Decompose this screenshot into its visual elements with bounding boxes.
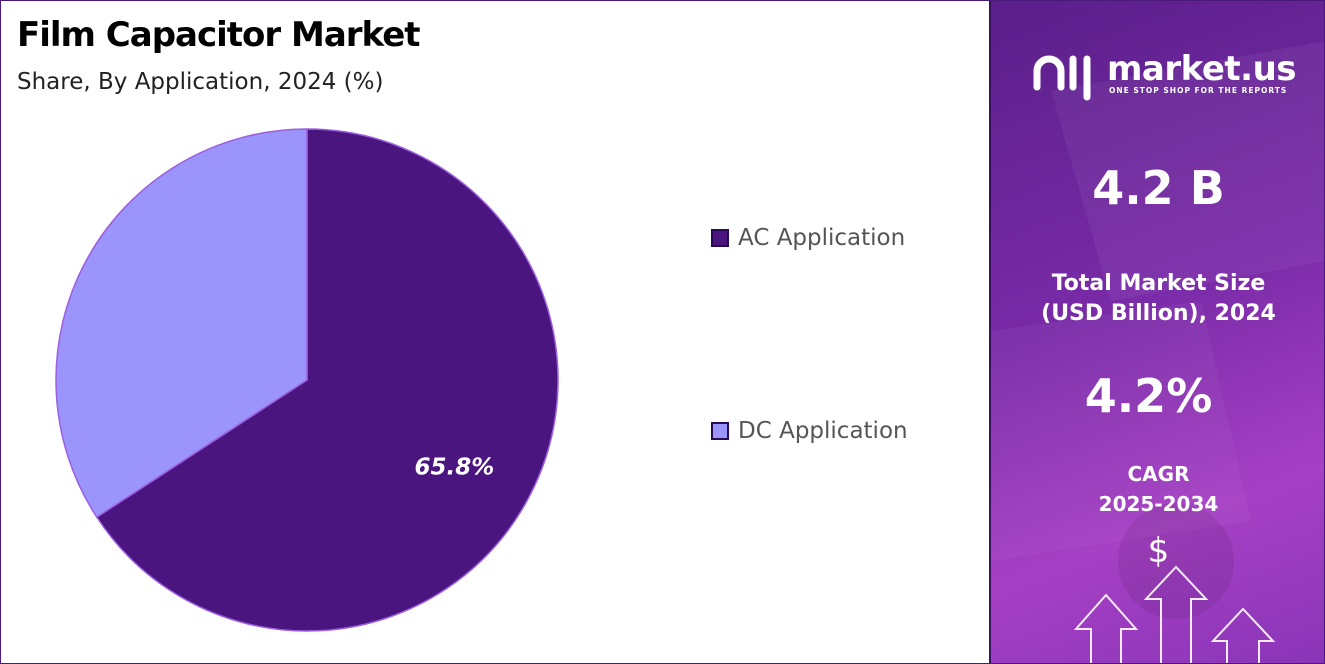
pie-chart: 65.8% (55, 128, 559, 632)
summary-sidebar: market.us ONE STOP SHOP FOR THE REPORTS … (989, 1, 1324, 663)
market-size-label-line1: Total Market Size (1051, 271, 1266, 296)
cagr-label-line1: CAGR (1127, 462, 1190, 486)
legend-item-dc-application: DC Application (711, 418, 908, 444)
legend-label-ac-application: AC Application (738, 225, 906, 251)
growth-arrows-icon (1073, 565, 1276, 663)
legend-label-dc-application: DC Application (738, 418, 908, 444)
market-us-logo-icon (1033, 55, 1091, 101)
pie-slice-dc-application (55, 128, 308, 519)
market-size-label-line2: (USD Billion), 2024 (1041, 301, 1276, 326)
dollar-icon: $ (1147, 531, 1170, 571)
brand-name: market.us (1107, 49, 1297, 89)
chart-panel: Film Capacitor Market Share, By Applicat… (1, 1, 989, 663)
pie-slice-ac-application (95, 128, 559, 632)
cagr-label-line2: 2025-2034 (1098, 492, 1219, 516)
cagr-value: 4.2% (1084, 369, 1213, 423)
market-size-value: 4.2 B (1092, 161, 1225, 215)
legend-swatch-ac-application (711, 229, 729, 247)
data-label-ac-application: 65.8% (415, 454, 495, 480)
sidebar-decoration (991, 41, 1324, 663)
legend-swatch-dc-application (711, 422, 729, 440)
chart-legend: AC Application DC Application (711, 225, 981, 455)
market-us-logo: market.us ONE STOP SHOP FOR THE REPORTS (1031, 45, 1311, 105)
legend-item-ac-application: AC Application (711, 225, 905, 251)
chart-subtitle: Share, By Application, 2024 (%) (17, 69, 384, 95)
brand-tagline: ONE STOP SHOP FOR THE REPORTS (1109, 86, 1288, 95)
chart-title: Film Capacitor Market (17, 15, 421, 55)
